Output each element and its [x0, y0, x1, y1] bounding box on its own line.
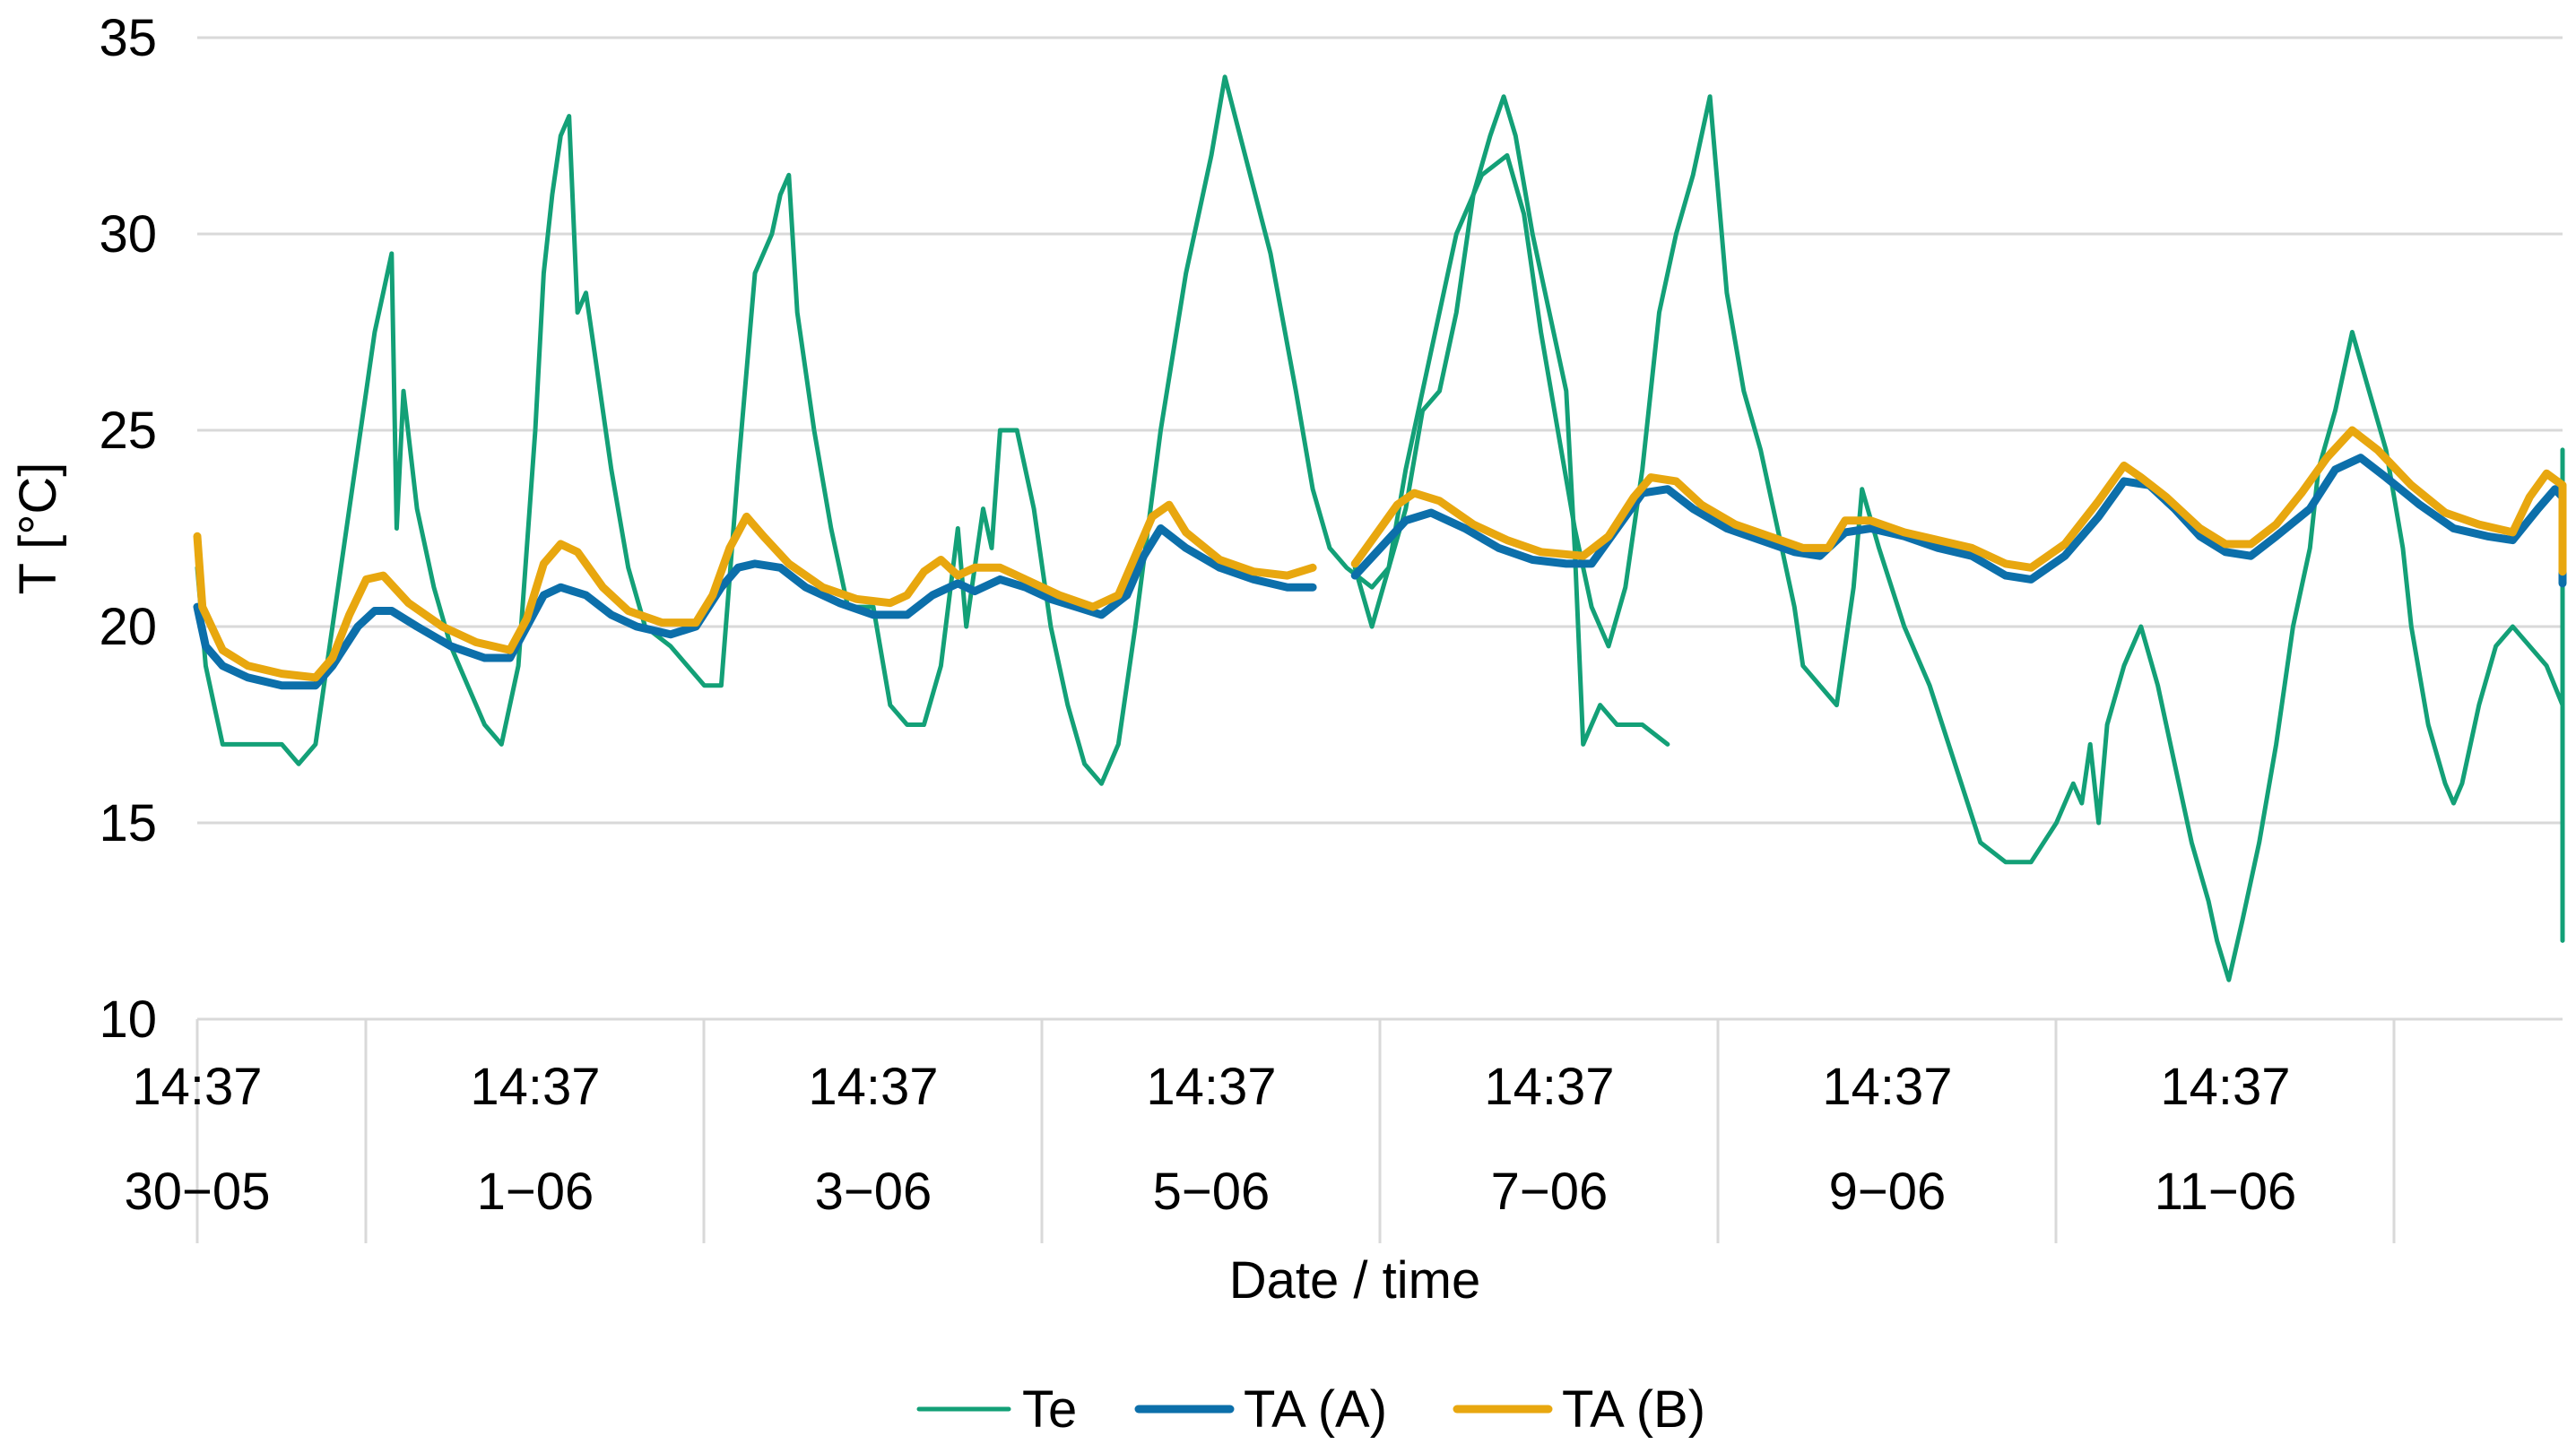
x-tick-time-label: 14:37	[808, 1058, 938, 1116]
x-tick-time-label: 14:37	[1484, 1058, 1614, 1116]
series-line-ta-a-segment-2	[1350, 454, 2567, 588]
y-tick-label: 35	[99, 9, 157, 67]
x-tick-time-label: 14:37	[1822, 1058, 1952, 1116]
series-line-ta-b-segment-1	[193, 500, 1317, 682]
x-tick-date-label: 11−06	[2155, 1163, 2297, 1221]
series-lines	[193, 74, 2567, 982]
x-axis-title: Date / time	[1229, 1251, 1480, 1310]
y-tick-label: 15	[99, 794, 157, 852]
legend-label: Te	[1022, 1380, 1077, 1439]
series-line-te-segment-2	[1352, 94, 2565, 982]
x-tick-date-label: 7−06	[1491, 1163, 1609, 1221]
y-tick-label: 30	[99, 205, 157, 264]
x-tick-time-label: 14:37	[132, 1058, 262, 1116]
legend-label: TA (B)	[1562, 1380, 1705, 1439]
legend-label: TA (A)	[1244, 1380, 1387, 1439]
y-axis-title: T [°C]	[9, 463, 67, 595]
x-tick-date-label: 1−06	[477, 1163, 594, 1221]
y-tick-label: 25	[99, 402, 157, 460]
y-tick-label: 10	[99, 990, 157, 1049]
series-line-ta-a-segment-1	[193, 524, 1317, 690]
x-axis: 14:37 30−05 14:37 1−06 14:37 3−06 14:37 5−06 14:…	[125, 1017, 2563, 1243]
gridlines	[197, 36, 2563, 825]
x-tick-date-label: 9−06	[1829, 1163, 1947, 1221]
y-axis-ticks: 10 15 20 25 30 35	[99, 9, 157, 1049]
x-tick-time-label: 14:37	[1146, 1058, 1276, 1116]
x-tick-time-label: 14:37	[470, 1058, 600, 1116]
legend: Te TA (A) TA (B)	[916, 1380, 1705, 1439]
x-tick-date-label: 3−06	[815, 1163, 932, 1221]
series-line-te-segment-1	[195, 74, 1670, 786]
series-line-ta-b-segment-2	[1350, 426, 2567, 576]
y-tick-label: 20	[99, 598, 157, 656]
x-tick-date-label: 5−06	[1153, 1163, 1271, 1221]
x-tick-time-label: 14:37	[2160, 1058, 2290, 1116]
x-tick-date-label: 30−05	[125, 1163, 271, 1221]
